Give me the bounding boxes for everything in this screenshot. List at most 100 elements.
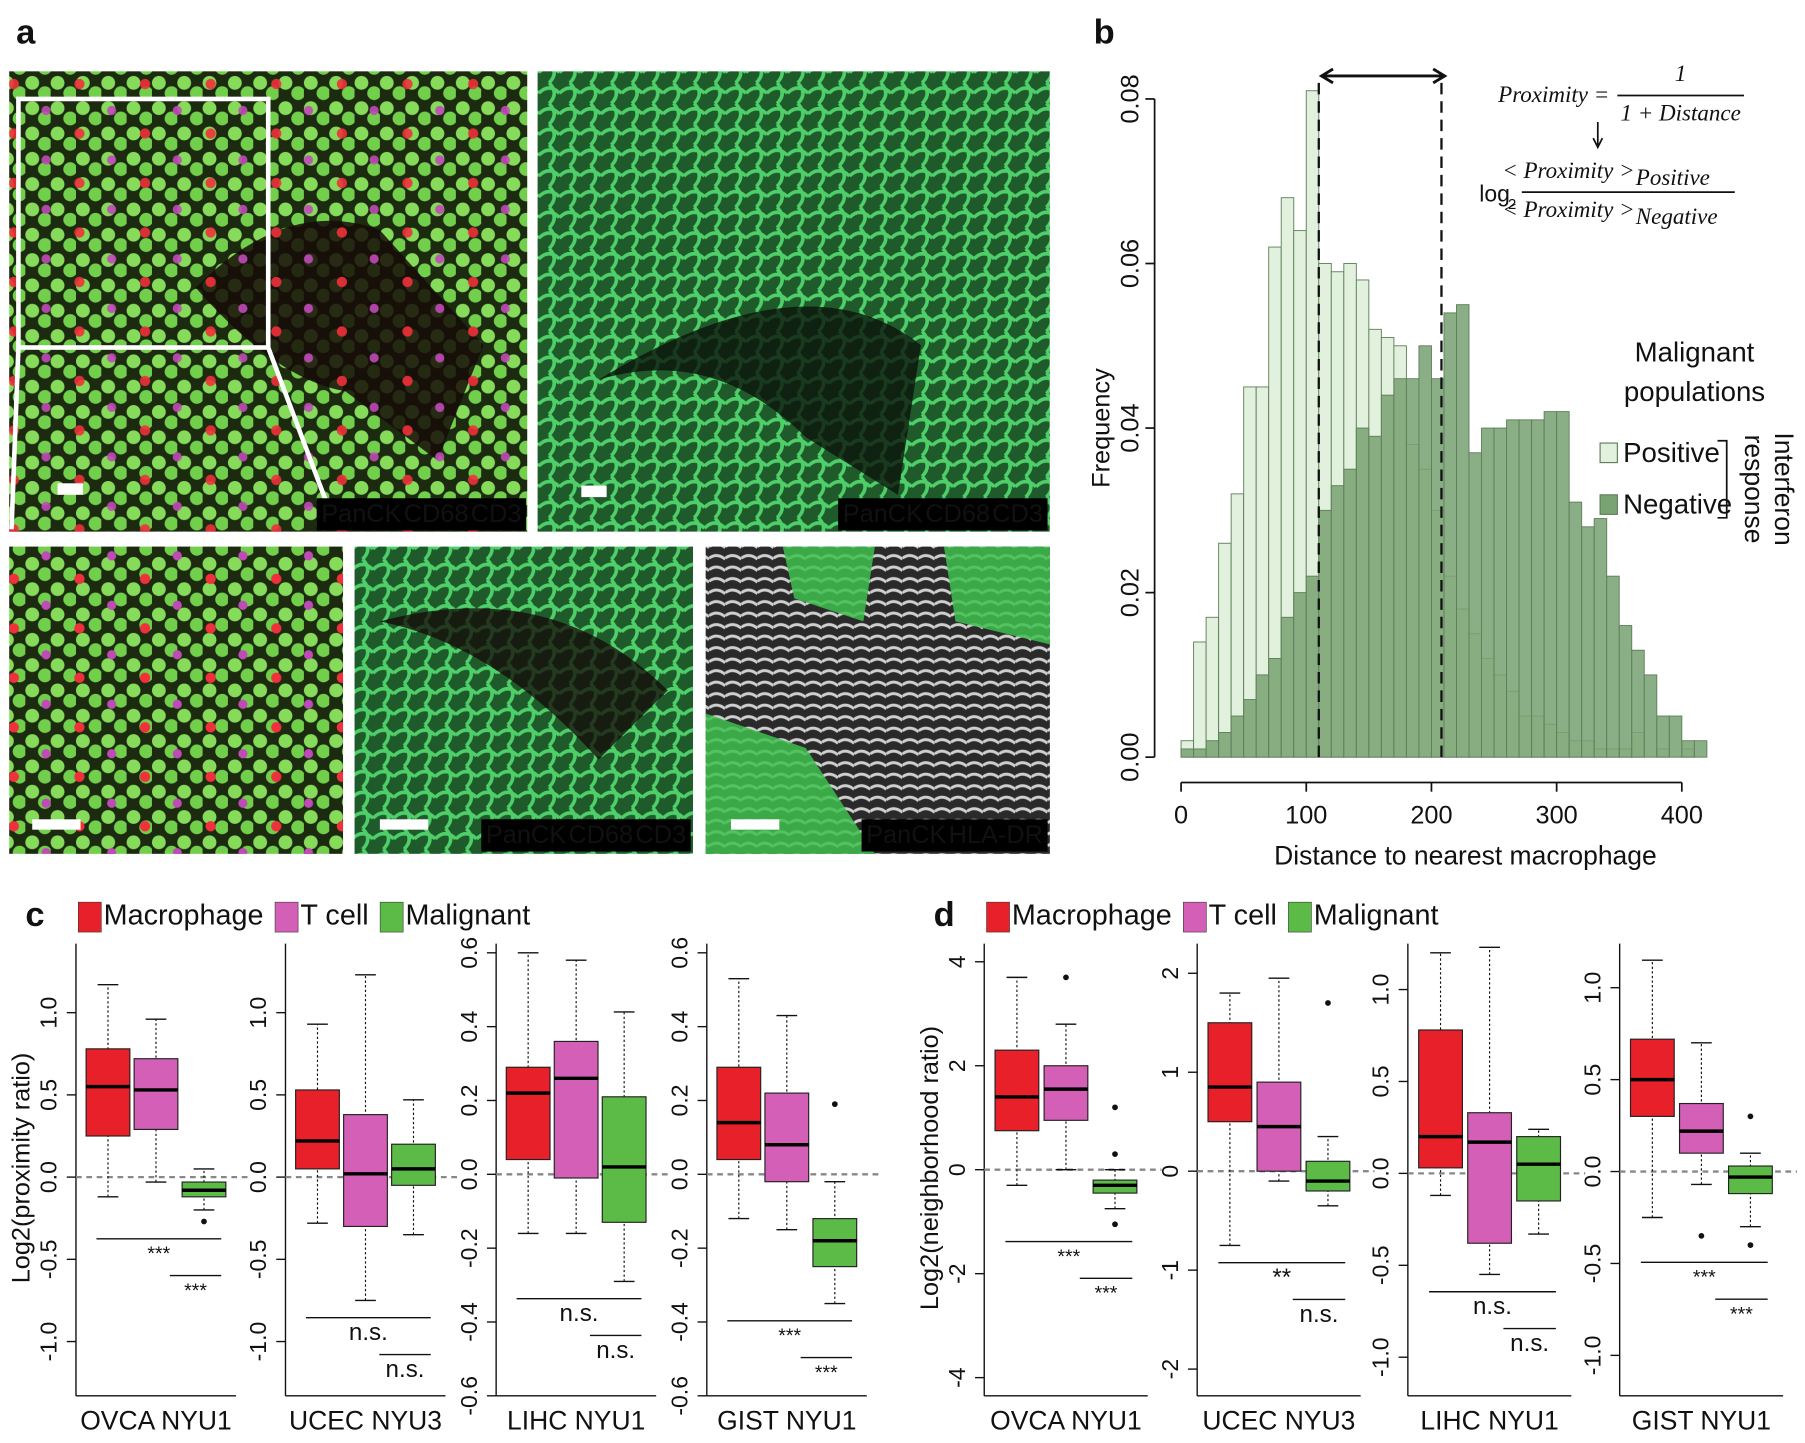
legend-label: Negative <box>1623 489 1732 520</box>
x-tick-label: 100 <box>1285 802 1327 830</box>
panel-label: c <box>25 896 44 934</box>
y-tick-label: 1.0 <box>1579 972 1605 1004</box>
legend-label: Positive <box>1623 437 1720 468</box>
label-background <box>861 819 1048 852</box>
channel-label: CD3 <box>635 821 686 849</box>
box <box>812 1218 858 1268</box>
histogram-bar <box>1205 616 1220 758</box>
histogram-bar <box>1280 616 1295 758</box>
histogram-bar <box>1631 649 1645 758</box>
x-tick-label: 0 <box>1174 802 1188 830</box>
y-tick-label: -0.4 <box>667 1302 693 1342</box>
histogram-bar <box>1218 542 1232 758</box>
outlier <box>1112 1151 1118 1157</box>
histogram-bar <box>1531 419 1545 758</box>
scale-bar <box>57 483 83 495</box>
histogram-bar <box>1255 674 1270 758</box>
group-title: UCEC NYU3 <box>1202 1405 1355 1435</box>
y-tick-label: 0.0 <box>245 1161 271 1193</box>
outlier <box>1112 1104 1118 1111</box>
outlier <box>1325 1000 1331 1006</box>
range-arrow <box>1318 67 1448 85</box>
histogram-bar <box>1606 575 1620 758</box>
y-tick-label: 4 <box>944 955 970 968</box>
histogram-bar <box>1481 427 1495 758</box>
box <box>601 1096 647 1223</box>
box <box>295 1089 340 1170</box>
formula: Negative <box>1635 203 1718 229</box>
histogram-bar <box>1193 748 1207 758</box>
y-tick-label: 0.06 <box>1116 239 1144 288</box>
y-tick-label: 0.0 <box>36 1161 62 1193</box>
histogram-bar <box>1556 411 1570 758</box>
legend-swatch <box>77 901 102 933</box>
scale-bar <box>379 819 429 830</box>
histogram-bar <box>1405 378 1420 758</box>
box <box>1467 1112 1513 1244</box>
histogram-bar <box>1393 378 1407 758</box>
y-axis-label: Log2(proximity ratio) <box>8 1053 36 1284</box>
y-tick-label: -0.4 <box>456 1302 482 1342</box>
micrograph <box>537 71 1050 532</box>
y-tick-label: 0.4 <box>667 1010 693 1042</box>
y-tick-label: 0.5 <box>36 1079 62 1111</box>
image-panel: a <box>9 14 1050 854</box>
legend-bracket <box>1717 439 1728 519</box>
formula: 2 <box>1508 196 1516 213</box>
histogram-bar <box>1456 304 1470 758</box>
channel-label: CD68 <box>568 821 633 849</box>
y-tick-label: 2 <box>1157 967 1183 980</box>
y-tick-label: -0.2 <box>667 1228 693 1268</box>
y-tick-label: 0.0 <box>1368 1157 1394 1189</box>
formula: 1 + Distance <box>1621 99 1741 125</box>
y-tick-label: 0.08 <box>1116 74 1144 123</box>
y-tick-label: -1.0 <box>1368 1337 1394 1377</box>
histogram-bar <box>1418 345 1432 758</box>
panel-label: d <box>934 896 955 934</box>
box <box>1516 1136 1562 1202</box>
channel-label: CD3 <box>992 500 1043 528</box>
zoom-box <box>16 96 271 350</box>
box <box>1629 1038 1675 1117</box>
legend-label: Macrophage <box>104 900 264 932</box>
significance-label: *** <box>1693 1267 1716 1289</box>
histogram-bar <box>1343 468 1357 758</box>
y-tick-label: -0.6 <box>456 1376 482 1416</box>
histogram-bar <box>1368 435 1382 758</box>
group-title: GIST NYU1 <box>717 1405 856 1435</box>
channel-label: PanCK <box>486 821 566 849</box>
formula: < Proximity > <box>1502 196 1634 222</box>
histogram-bar <box>1218 732 1232 758</box>
box <box>1207 1022 1253 1123</box>
y-tick-label: -2 <box>1157 1359 1183 1379</box>
y-tick-label: 0.00 <box>1116 733 1144 782</box>
y-tick-label: -1.0 <box>36 1322 62 1362</box>
significance-label: ** <box>1272 1264 1291 1291</box>
outlier <box>1698 1233 1705 1239</box>
outlier <box>1063 974 1069 981</box>
histogram-bar <box>1468 452 1482 758</box>
histogram-bar <box>1543 411 1558 758</box>
histogram-bar <box>1656 715 1670 758</box>
y-tick-label: -1.0 <box>245 1322 271 1362</box>
box <box>343 1114 388 1228</box>
significance-label: n.s. <box>1473 1293 1512 1320</box>
x-axis-label: Distance to nearest macrophage <box>1274 840 1657 870</box>
y-tick-label: 0.4 <box>456 1010 482 1042</box>
formula: Positive <box>1635 164 1710 190</box>
y-tick-label: -0.6 <box>667 1376 693 1416</box>
box <box>994 1049 1040 1132</box>
y-tick-label: -0.5 <box>1579 1244 1605 1284</box>
formula: 1 <box>1675 60 1687 86</box>
y-tick-label: 0.6 <box>667 937 693 969</box>
legend-swatch <box>986 901 1010 933</box>
y-tick-label: 0.2 <box>667 1084 693 1116</box>
y-tick-label: 1.0 <box>36 997 62 1029</box>
legend-title: populations <box>1624 376 1765 407</box>
channel-label: PanCK <box>866 821 946 849</box>
outlier <box>1112 1221 1118 1228</box>
y-tick-label: 0 <box>944 1163 970 1176</box>
box <box>133 1058 179 1130</box>
y-tick-label: 0.0 <box>667 1158 693 1190</box>
scale-bar <box>581 485 607 498</box>
